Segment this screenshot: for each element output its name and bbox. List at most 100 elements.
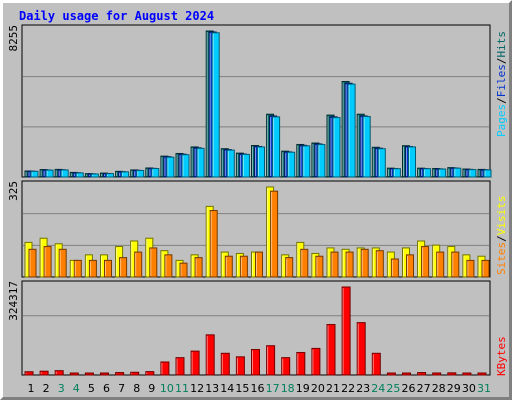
bar-kbytes-day-10 — [160, 361, 170, 376]
bar-kbytes-day-23 — [356, 322, 366, 376]
bar-pages-day-26 — [408, 146, 416, 178]
x-tick-label: 9 — [148, 382, 155, 395]
bar-sites-day-15 — [239, 255, 248, 278]
bar-pages-day-10 — [166, 156, 175, 178]
x-tick-label: 24 — [371, 382, 385, 395]
bar-sites-day-2 — [43, 246, 52, 278]
bar-kbytes-day-13 — [205, 334, 215, 376]
bar-pages-day-18 — [287, 151, 296, 178]
bar-kbytes-day-8 — [130, 371, 140, 376]
legend-bottom: KBytes — [495, 336, 508, 376]
bar-pages-day-5 — [90, 173, 99, 178]
bar-sites-day-19 — [300, 248, 309, 278]
x-tick-label: 30 — [462, 382, 476, 395]
bar-sites-day-1 — [28, 248, 37, 278]
bar-pages-day-23 — [362, 116, 371, 178]
bar-sites-day-31 — [481, 259, 490, 278]
x-tick-label: 7 — [118, 382, 125, 395]
bar-kbytes-day-7 — [115, 372, 125, 376]
x-tick-label: 18 — [281, 382, 295, 395]
bar-sites-day-14 — [224, 255, 233, 278]
bar-kbytes-day-1 — [24, 371, 34, 376]
x-tick-label: 6 — [103, 382, 110, 395]
bar-sites-day-12 — [194, 257, 203, 278]
bar-pages-day-11 — [181, 154, 190, 178]
legend-entry: KBytes — [495, 336, 508, 376]
bar-kbytes-day-19 — [296, 351, 306, 376]
panel-bottom: 324317 — [7, 280, 491, 376]
x-tick-label: 12 — [190, 382, 204, 395]
bar-pages-day-1 — [30, 170, 39, 178]
y-max-label-top: 8255 — [7, 25, 20, 52]
x-tick-label: 21 — [326, 382, 340, 395]
bar-sites-day-8 — [134, 251, 143, 278]
series-sites — [28, 190, 490, 278]
bar-sites-day-11 — [179, 262, 188, 278]
x-tick-label: 19 — [296, 382, 310, 395]
bar-sites-day-13 — [209, 210, 218, 278]
series-kbytes — [24, 286, 487, 376]
bar-pages-day-13 — [211, 32, 220, 178]
x-tick-label: 3 — [58, 382, 65, 395]
bar-pages-day-3 — [60, 169, 69, 178]
bar-pages-day-20 — [317, 143, 326, 178]
x-tick-label: 25 — [386, 382, 400, 395]
bar-sites-day-5 — [88, 259, 97, 278]
series-pages — [30, 32, 492, 178]
bar-pages-day-7 — [121, 171, 130, 178]
x-tick-label: 28 — [432, 382, 446, 395]
bar-sites-day-26 — [406, 254, 414, 278]
bar-kbytes-day-16 — [251, 348, 260, 376]
y-max-label-middle: 325 — [7, 181, 20, 201]
legend-entry: Hits — [495, 31, 508, 58]
bar-kbytes-day-4 — [69, 372, 79, 376]
y-max-label-bottom: 324317 — [7, 281, 20, 321]
bar-sites-day-21 — [330, 251, 339, 278]
bar-kbytes-day-15 — [235, 356, 245, 376]
bar-kbytes-day-6 — [100, 372, 109, 376]
bar-kbytes-day-29 — [447, 372, 457, 376]
bar-sites-day-24 — [375, 250, 384, 278]
x-tick-label: 15 — [235, 382, 249, 395]
legend-entry: Sites — [495, 242, 508, 275]
panel-middle: 325 — [7, 180, 491, 278]
bar-sites-day-23 — [360, 248, 369, 278]
bar-kbytes-day-14 — [220, 352, 230, 376]
bar-pages-day-25 — [392, 168, 401, 178]
legend-entry: Pages — [495, 104, 508, 137]
x-tick-label: 2 — [43, 382, 50, 395]
bar-pages-day-17 — [272, 116, 281, 178]
bar-pages-day-27 — [423, 168, 432, 178]
bar-kbytes-day-2 — [39, 370, 49, 376]
legend-entry: / — [495, 235, 508, 242]
bar-sites-day-9 — [149, 247, 158, 278]
bar-sites-day-30 — [466, 259, 475, 278]
legend-entry: / — [495, 58, 508, 65]
bar-sites-day-6 — [104, 259, 112, 278]
x-tick-label: 13 — [205, 382, 219, 395]
bar-sites-day-20 — [315, 255, 324, 278]
bar-sites-day-16 — [255, 251, 263, 278]
bar-pages-day-12 — [196, 147, 205, 178]
bar-kbytes-day-28 — [432, 372, 442, 376]
x-tick-label: 4 — [73, 382, 80, 395]
bar-pages-day-21 — [332, 117, 341, 178]
x-tick-label: 29 — [447, 382, 461, 395]
x-tick-label: 11 — [175, 382, 189, 395]
bar-kbytes-day-12 — [190, 350, 200, 376]
legend-middle: Sites/Visits — [495, 196, 508, 276]
bar-pages-day-22 — [347, 83, 356, 178]
bar-pages-day-31 — [483, 169, 492, 178]
bar-sites-day-29 — [451, 251, 460, 278]
x-tick-label: 22 — [341, 382, 355, 395]
bar-pages-day-8 — [136, 169, 145, 178]
bar-kbytes-day-20 — [311, 347, 321, 376]
bar-pages-day-15 — [241, 153, 250, 178]
bar-sites-day-18 — [285, 257, 294, 278]
bar-kbytes-day-22 — [341, 286, 351, 376]
x-tick-label: 31 — [477, 382, 491, 395]
bar-pages-day-2 — [45, 169, 54, 178]
bar-kbytes-day-17 — [266, 345, 276, 376]
